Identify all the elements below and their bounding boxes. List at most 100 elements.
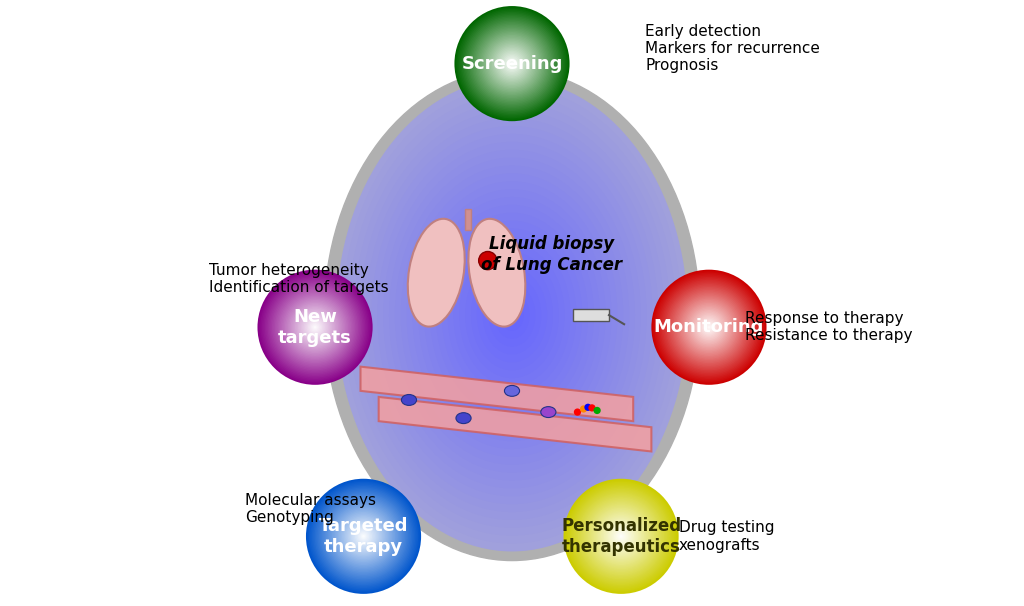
Circle shape bbox=[670, 288, 748, 366]
Circle shape bbox=[693, 311, 725, 343]
Circle shape bbox=[262, 274, 369, 381]
Circle shape bbox=[655, 274, 762, 381]
Circle shape bbox=[291, 303, 340, 351]
Circle shape bbox=[676, 294, 742, 361]
Circle shape bbox=[336, 509, 391, 564]
Circle shape bbox=[481, 33, 543, 94]
Circle shape bbox=[352, 525, 375, 548]
Circle shape bbox=[311, 485, 416, 588]
Circle shape bbox=[356, 529, 371, 544]
Circle shape bbox=[578, 493, 665, 579]
Ellipse shape bbox=[468, 219, 525, 327]
Circle shape bbox=[309, 482, 418, 591]
Circle shape bbox=[577, 491, 666, 581]
Circle shape bbox=[509, 61, 515, 67]
Circle shape bbox=[466, 18, 558, 110]
Circle shape bbox=[573, 489, 669, 584]
Circle shape bbox=[703, 321, 715, 333]
Circle shape bbox=[359, 532, 368, 541]
Circle shape bbox=[478, 251, 497, 270]
Circle shape bbox=[612, 528, 630, 545]
Circle shape bbox=[303, 316, 327, 339]
Circle shape bbox=[618, 533, 624, 539]
Circle shape bbox=[465, 16, 559, 111]
Circle shape bbox=[620, 535, 623, 538]
Ellipse shape bbox=[418, 189, 606, 441]
Circle shape bbox=[476, 28, 548, 99]
Circle shape bbox=[498, 49, 526, 78]
Circle shape bbox=[341, 513, 386, 559]
Bar bbox=[572, 309, 609, 321]
Circle shape bbox=[497, 48, 527, 79]
Circle shape bbox=[499, 51, 525, 76]
Circle shape bbox=[606, 522, 636, 551]
Circle shape bbox=[259, 271, 371, 384]
Circle shape bbox=[313, 486, 414, 587]
Circle shape bbox=[472, 23, 552, 104]
Ellipse shape bbox=[383, 142, 641, 488]
Circle shape bbox=[700, 319, 718, 336]
Circle shape bbox=[483, 35, 541, 92]
Circle shape bbox=[267, 280, 362, 375]
Ellipse shape bbox=[408, 219, 465, 327]
Circle shape bbox=[654, 273, 764, 382]
Circle shape bbox=[349, 522, 378, 551]
Circle shape bbox=[575, 490, 668, 582]
Ellipse shape bbox=[342, 87, 682, 544]
Circle shape bbox=[588, 503, 654, 570]
Circle shape bbox=[460, 12, 564, 115]
Circle shape bbox=[570, 486, 672, 587]
Ellipse shape bbox=[366, 118, 658, 512]
Circle shape bbox=[490, 42, 534, 85]
Circle shape bbox=[480, 32, 544, 95]
Ellipse shape bbox=[407, 173, 617, 457]
Ellipse shape bbox=[477, 268, 547, 362]
Circle shape bbox=[599, 514, 643, 558]
Circle shape bbox=[608, 524, 634, 549]
Circle shape bbox=[355, 528, 372, 545]
Circle shape bbox=[597, 512, 645, 561]
Circle shape bbox=[345, 518, 382, 555]
Circle shape bbox=[350, 524, 377, 549]
Circle shape bbox=[594, 407, 601, 414]
Circle shape bbox=[565, 480, 677, 593]
Ellipse shape bbox=[354, 102, 670, 528]
Circle shape bbox=[580, 494, 663, 578]
Circle shape bbox=[317, 490, 410, 582]
Ellipse shape bbox=[325, 70, 699, 561]
Circle shape bbox=[698, 317, 719, 338]
Circle shape bbox=[278, 290, 352, 365]
Circle shape bbox=[502, 53, 522, 74]
Circle shape bbox=[305, 317, 326, 338]
Circle shape bbox=[708, 326, 711, 328]
Ellipse shape bbox=[401, 395, 417, 405]
Ellipse shape bbox=[471, 260, 553, 370]
Circle shape bbox=[591, 506, 651, 567]
Circle shape bbox=[343, 516, 384, 556]
Text: Monitoring: Monitoring bbox=[653, 318, 764, 336]
Circle shape bbox=[318, 491, 409, 581]
Circle shape bbox=[572, 487, 670, 585]
Circle shape bbox=[306, 479, 421, 594]
Ellipse shape bbox=[506, 307, 518, 323]
Circle shape bbox=[611, 526, 631, 547]
Circle shape bbox=[263, 275, 367, 379]
Circle shape bbox=[665, 282, 754, 372]
Text: Response to therapy
Resistance to therapy: Response to therapy Resistance to therap… bbox=[745, 311, 912, 344]
Circle shape bbox=[308, 320, 323, 335]
Circle shape bbox=[663, 281, 755, 373]
PathPatch shape bbox=[360, 367, 633, 421]
Circle shape bbox=[573, 408, 581, 416]
Circle shape bbox=[473, 25, 551, 102]
Circle shape bbox=[687, 305, 730, 349]
Circle shape bbox=[280, 291, 351, 363]
Circle shape bbox=[707, 324, 712, 330]
Circle shape bbox=[689, 307, 729, 347]
Circle shape bbox=[335, 508, 392, 565]
Circle shape bbox=[651, 270, 767, 385]
Ellipse shape bbox=[395, 158, 629, 473]
Circle shape bbox=[505, 56, 519, 71]
Circle shape bbox=[504, 55, 520, 72]
Circle shape bbox=[348, 521, 379, 552]
Circle shape bbox=[456, 7, 568, 120]
